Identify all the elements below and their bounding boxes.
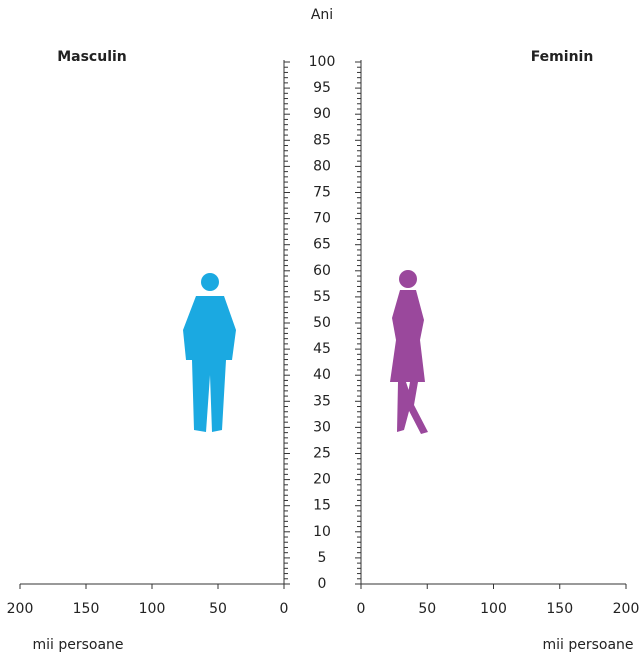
x-tick-label: 50 — [209, 601, 227, 617]
female-silhouette — [390, 270, 428, 434]
y-tick-label: 75 — [313, 185, 331, 201]
y-tick-label: 25 — [313, 446, 331, 462]
y-tick-label: 60 — [313, 263, 331, 279]
y-tick-label: 45 — [313, 341, 331, 357]
y-tick-label: 30 — [313, 419, 331, 435]
x-tick-label: 0 — [280, 601, 289, 617]
x-axis-label: mii persoane — [542, 637, 633, 653]
y-tick-label: 70 — [313, 211, 331, 227]
y-tick-label: 80 — [313, 158, 331, 174]
y-tick-label: 5 — [318, 550, 327, 566]
y-tick-label: 90 — [313, 106, 331, 122]
x-tick-label: 150 — [73, 601, 100, 617]
y-tick-label: 0 — [318, 576, 327, 592]
y-tick-label: 15 — [313, 498, 331, 514]
x-tick-label: 150 — [546, 601, 573, 617]
y-axis-label: Ani — [311, 7, 333, 23]
x-tick-label: 0 — [357, 601, 366, 617]
y-tick-label: 100 — [309, 54, 336, 70]
x-tick-label: 50 — [418, 601, 436, 617]
x-tick-label: 200 — [613, 601, 640, 617]
x-axis-label: mii persoane — [32, 637, 123, 653]
x-tick-label: 100 — [480, 601, 507, 617]
y-tick-label: 10 — [313, 524, 331, 540]
y-tick-label: 85 — [313, 132, 331, 148]
panel-title: Masculin — [57, 49, 127, 65]
x-tick-label: 200 — [7, 601, 34, 617]
y-tick-label: 65 — [313, 237, 331, 253]
panel-title: Feminin — [531, 49, 594, 65]
y-tick-label: 50 — [313, 315, 331, 331]
y-tick-label: 35 — [313, 393, 331, 409]
male-silhouette — [183, 273, 236, 432]
y-tick-label: 55 — [313, 289, 331, 305]
x-tick-label: 100 — [139, 601, 166, 617]
y-tick-label: 95 — [313, 80, 331, 96]
y-tick-label: 40 — [313, 367, 331, 383]
y-tick-label: 20 — [313, 472, 331, 488]
